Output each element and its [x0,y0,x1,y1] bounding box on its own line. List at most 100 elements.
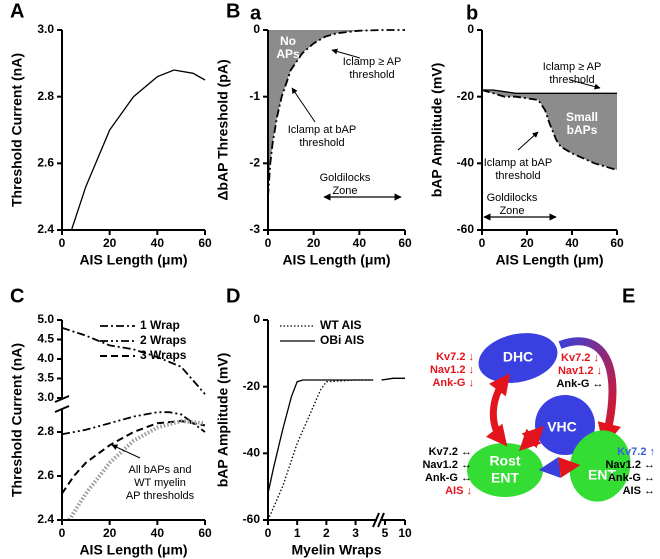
annotation: Iclamp ≥ AP [543,61,602,73]
panel-sublabel: b [466,2,478,24]
annotation: Goldilocks [320,172,371,184]
y-tick-label: 3.5 [37,371,54,385]
series-line [267,29,405,197]
area-fill [268,30,405,197]
y-tick-label: 0 [253,312,260,326]
annotation: AP thresholds [126,490,195,502]
x-tick-label: 40 [151,526,165,540]
x-tick-label: 40 [565,236,579,250]
panel: b -60 -40 -20 0 0 20 40 60 AIS Length (μm) bAP Amp… [429,2,624,267]
y-tick-label: 2.8 [37,424,54,438]
axis-break [377,514,380,526]
series-line [481,89,618,171]
node-label: ENT [491,470,519,486]
break-mark [54,405,70,413]
annotation-arrow [111,444,141,459]
series-line [267,377,405,494]
annotation: threshold [349,69,394,81]
panel-label: D [226,285,240,307]
series-line [482,89,617,94]
annotation-arrow [291,87,316,123]
diagram-annotation: AIS ↔ [623,485,655,497]
panel: D -60 -40 -20 0 0 1 2 3 5 10 Myelin Wraps bAP Amplit… [215,285,412,557]
y-tick-label: 3.0 [37,390,54,404]
break-mark [377,512,385,528]
node-ent [569,430,631,502]
arrow [485,373,511,447]
x-tick-label: 20 [103,526,117,540]
x-tick-label: 5 [382,526,389,540]
y-tick-label: 0 [253,22,260,36]
area-fill [482,90,617,170]
y-tick-label: 5.0 [37,312,54,326]
annotation: threshold [495,170,540,182]
annotation: bAPs [567,123,598,137]
x-tick-label: 60 [198,236,212,250]
x-tick-label: 1 [294,526,301,540]
annotation: All bAPs and [129,464,192,476]
x-tick-label: 60 [610,236,624,250]
diagram-annotation: Nav1.2 ↔ [605,459,655,471]
x-tick-label: 0 [479,236,486,250]
node-rost-ent [467,443,543,497]
y-tick-label: -1 [249,89,260,103]
x-tick-label: 20 [520,236,534,250]
annotation: No [280,34,296,48]
annotation: threshold [549,74,594,86]
x-tick-label: 0 [59,236,66,250]
x-tick-label: 0 [265,236,272,250]
axis-break [56,399,68,409]
y-tick-label: -60 [457,222,475,236]
annotation-arrow [517,131,539,151]
series-line [61,419,206,495]
panel-sublabel: a [250,2,262,24]
arrow [538,457,581,478]
diagram-annotation: Ank-G ↔ [608,472,655,484]
annotation-arrow [331,48,361,59]
panel-label: E [622,285,635,307]
x-tick-label: 3 [352,526,359,540]
diagram-annotation: Ank-G ↓ [432,377,474,389]
y-tick-label: 4.0 [37,351,54,365]
y-axis-title: bAP Amplitude (mV) [429,63,445,198]
panel-label: C [10,285,24,307]
y-axis-title: ΔbAP Threshold (pA) [215,59,231,200]
legend-label: 3 Wraps [140,348,187,362]
diagram-annotation: Ank-G ↔ [556,378,603,390]
node-label: VHC [547,419,577,435]
node-label: DHC [503,349,533,365]
x-axis-title: AIS Length (μm) [495,252,603,268]
panel-label: B [226,0,240,22]
y-tick-label: 4.5 [37,332,54,346]
legend-label: 2 Wraps [140,333,187,347]
legend-label: WT AIS [320,318,362,332]
x-axis-title: Myelin Wraps [292,542,382,558]
diagram-annotation: Nav1.2 ↓ [430,364,474,376]
y-tick-label: -20 [457,89,475,103]
diagram-annotation: Kv7.2 ↔ [429,446,472,458]
annotation: Iclamp at bAP [288,124,356,136]
annotation: APs [276,47,300,61]
diagram-annotation: Kv7.2 ↓ [436,351,474,363]
y-tick-label: 2.6 [37,156,54,170]
panel-label: A [10,0,24,22]
x-tick-label: 10 [398,526,412,540]
panel: C 2.4 2.6 2.8 3.0 3.5 4.0 4.5 5.0 0 20 40 60 AIS Leng… [9,285,212,557]
node-vhc [535,395,595,455]
x-tick-label: 60 [198,526,212,540]
y-axis-title: bAP Amplitude (mV) [215,353,231,488]
y-tick-label: -20 [243,379,261,393]
x-tick-label: 60 [398,236,412,250]
annotation: Zone [332,185,357,197]
x-axis-title: AIS Length (μm) [79,252,187,268]
series-line [67,418,206,522]
annotation-arrow [569,79,601,90]
node-dhc [478,333,558,383]
y-tick-label: 2.4 [37,512,54,526]
y-tick-label: 2.8 [37,89,54,103]
diagram-annotation: Nav1.2 ↓ [558,365,602,377]
diagram-annotation: Ank-G ↔ [425,472,472,484]
annotation: threshold [299,137,344,149]
